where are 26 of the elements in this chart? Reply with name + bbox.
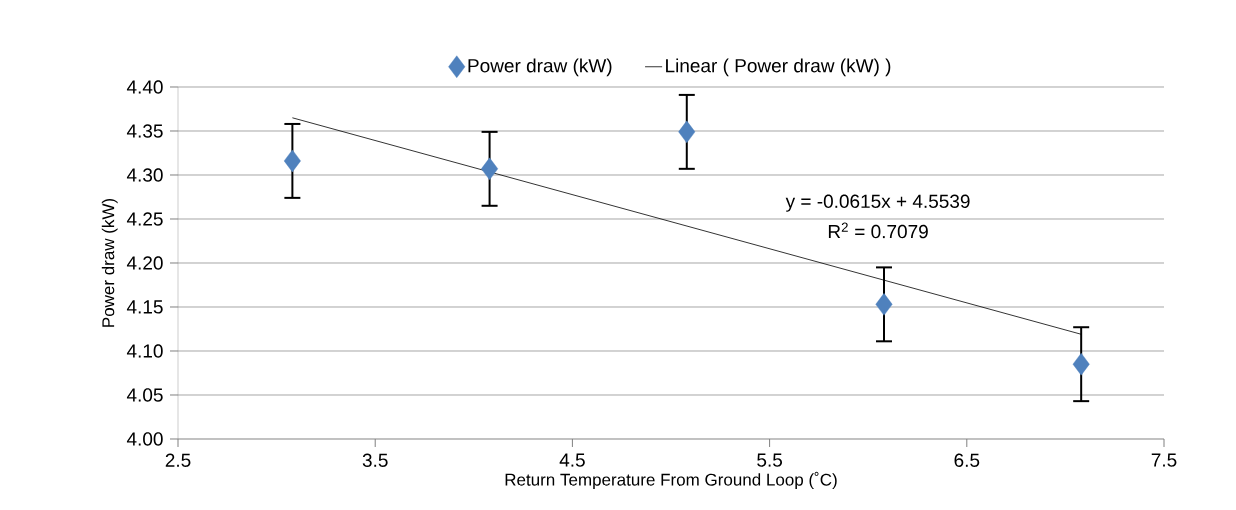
y-tick-label: 4.35: [126, 124, 163, 138]
y-tick-label: 4.40: [126, 80, 163, 94]
y-tick-label: 4.10: [126, 344, 163, 358]
y-tick-label: 4.20: [126, 256, 163, 270]
y-tick-label: 4.05: [126, 388, 163, 402]
legend-label: Power draw (kW): [468, 58, 612, 77]
x-tick-label: 2.5: [165, 453, 191, 467]
x-tick-label: 3.5: [362, 453, 388, 467]
legend-label: Linear ( Power draw (kW) ): [666, 58, 891, 77]
x-axis-title: Return Temperature From Ground Loop (˚C): [505, 471, 837, 490]
y-tick-label: 4.15: [126, 300, 163, 314]
point: [283, 149, 301, 173]
x-tick-label: 4.5: [559, 453, 585, 467]
point: [875, 293, 893, 316]
point: [678, 120, 696, 144]
y-tick-label: 4.30: [126, 168, 163, 182]
annotation: y = -0.0615x + 4.5539: [785, 194, 970, 212]
x-tick-label: 5.5: [757, 453, 783, 467]
annotation: R$^{2}$ = 0.7079: [828, 222, 928, 239]
point: [1072, 352, 1090, 376]
y-tick-label: 4.00: [126, 432, 163, 446]
y-axis-title: Power draw (kW): [101, 198, 118, 327]
x-tick-label: 6.5: [954, 453, 980, 467]
x-tick-label: 7.5: [1151, 453, 1177, 467]
y-tick-label: 4.25: [126, 212, 163, 226]
point: [481, 157, 499, 181]
